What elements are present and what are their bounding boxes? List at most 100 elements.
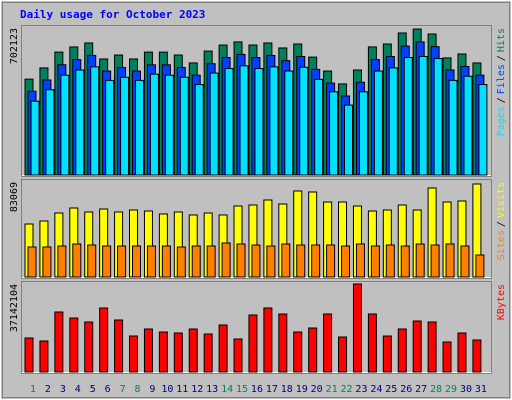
bar [209, 72, 219, 176]
bar [418, 55, 428, 176]
bar [149, 73, 159, 176]
bar [385, 244, 395, 278]
x-tick-label: 11 [176, 384, 188, 395]
bar [146, 245, 156, 278]
bar [218, 324, 228, 373]
x-tick-label: 29 [445, 384, 457, 395]
bar [254, 68, 264, 176]
bar [475, 254, 485, 278]
bar [355, 243, 365, 278]
bar [135, 79, 145, 176]
bar [164, 74, 174, 176]
bar [102, 245, 112, 278]
x-tick-label: 2 [45, 384, 51, 395]
x-tick-label: 5 [90, 384, 96, 395]
bar [117, 245, 127, 278]
bar [367, 313, 377, 373]
x-tick-label: 27 [415, 384, 427, 395]
bar [400, 245, 410, 278]
bar [75, 69, 85, 176]
bar [161, 245, 171, 278]
bar [415, 243, 425, 278]
bar [329, 91, 339, 176]
bar [188, 328, 198, 373]
y-max-label: 702123 [9, 28, 20, 64]
bar [84, 321, 94, 373]
x-tick-label: 17 [266, 384, 278, 395]
legend: KBytes [496, 284, 507, 320]
bar [221, 242, 231, 278]
x-tick-label: 23 [355, 384, 367, 395]
bar [278, 313, 288, 373]
legend-separator: / [496, 55, 507, 61]
bar [478, 84, 488, 176]
bar [373, 70, 383, 176]
bar [72, 243, 82, 278]
x-tick-label: 12 [191, 384, 203, 395]
bar [314, 78, 324, 176]
bar [191, 245, 201, 278]
bar [397, 328, 407, 373]
bar [206, 245, 216, 278]
bar [382, 335, 392, 373]
y-max-label: 83069 [9, 182, 20, 212]
legend-entry: Visits [496, 182, 507, 218]
bar [179, 76, 189, 176]
legend-entry: KBytes [496, 284, 507, 320]
bar [143, 328, 153, 373]
x-tick-label: 16 [251, 384, 263, 395]
bar [281, 243, 291, 278]
bar [448, 79, 458, 176]
bar [239, 65, 249, 176]
bar [472, 339, 482, 373]
legend: Pages / Files / Hits [496, 28, 507, 136]
x-tick-label: 21 [326, 384, 338, 395]
bar [403, 57, 413, 176]
bar [296, 244, 306, 278]
bar [344, 104, 354, 176]
bar [430, 244, 440, 278]
bar [266, 245, 276, 278]
bar [236, 243, 246, 278]
bar [45, 89, 55, 176]
bar [370, 245, 380, 278]
x-tick-label: 3 [60, 384, 66, 395]
bar [284, 70, 294, 176]
bar [299, 66, 309, 176]
bar [57, 245, 67, 278]
legend-entry: Files [496, 64, 507, 94]
legend-separator: / [496, 97, 507, 103]
chart-title: Daily usage for October 2023 [20, 8, 205, 21]
legend: Sites / Visits [496, 182, 507, 260]
bar [463, 75, 473, 176]
x-tick-label: 10 [161, 384, 173, 395]
bar [129, 335, 139, 373]
bar [173, 332, 183, 373]
x-tick-label: 13 [206, 384, 218, 395]
x-tick-label: 22 [341, 384, 353, 395]
legend-entry: Hits [496, 28, 507, 52]
legend-entry: Pages [496, 106, 507, 136]
x-tick-label: 15 [236, 384, 248, 395]
bar [158, 331, 168, 373]
x-tick-label: 24 [370, 384, 382, 395]
x-tick-label: 6 [105, 384, 111, 395]
bar [323, 313, 333, 373]
x-tick-label: 20 [311, 384, 323, 395]
x-tick-label: 30 [460, 384, 472, 395]
x-tick-label: 19 [296, 384, 308, 395]
bar [445, 243, 455, 278]
bar [42, 246, 52, 278]
bar [54, 311, 64, 373]
bar [338, 336, 348, 373]
bar [105, 79, 115, 176]
bar [251, 244, 261, 278]
bar [311, 244, 321, 278]
bar [203, 333, 213, 373]
bar [60, 74, 70, 176]
x-tick-label: 1 [30, 384, 36, 395]
bar [114, 319, 124, 373]
bar [427, 321, 437, 373]
